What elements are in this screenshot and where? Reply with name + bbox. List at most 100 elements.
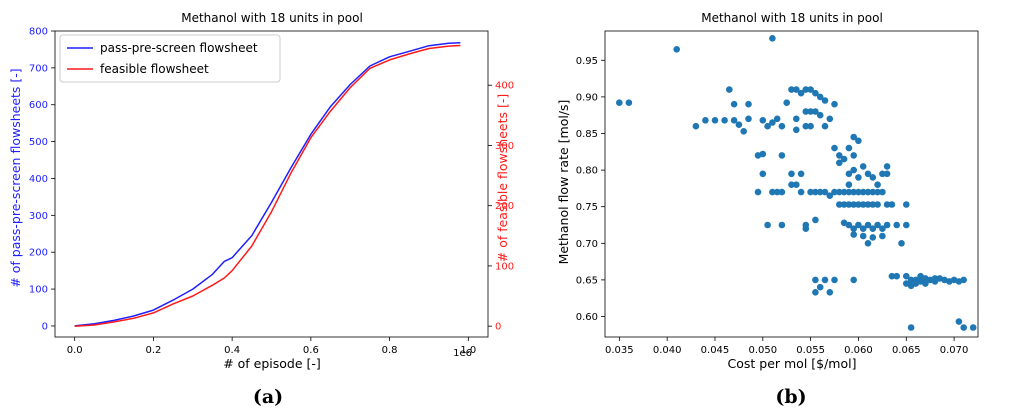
scatter-point (826, 289, 834, 296)
scatter-point (797, 170, 805, 178)
scatter-point (855, 201, 862, 208)
scatter-point (859, 232, 867, 240)
scatter-point (840, 155, 848, 163)
scatter-point (869, 201, 877, 208)
scatter-point (836, 201, 843, 208)
x-tick-label: 0.065 (892, 345, 921, 356)
y-tick-label: 0.60 (576, 312, 598, 323)
scatter-point (845, 221, 853, 229)
y-tick-label: 0.85 (576, 129, 598, 140)
scatter-point (917, 272, 924, 280)
chart-a-frame (54, 30, 489, 338)
scatter-point (864, 240, 872, 247)
scatter-point (850, 152, 857, 159)
scatter-point (850, 133, 857, 141)
scatter-point (836, 159, 843, 167)
scatter-point (764, 221, 771, 229)
scatter-point (793, 115, 800, 123)
x-tick-label: 0.2 (145, 345, 161, 356)
scatter-point (888, 272, 896, 280)
scatter-point (883, 221, 891, 229)
scatter-point (855, 137, 862, 145)
scatter-point (788, 181, 795, 188)
scatter-point (740, 128, 747, 135)
scatter-point (864, 188, 872, 196)
scatter-point (812, 188, 819, 196)
scatter-point (898, 240, 905, 247)
scatter-point (778, 188, 786, 196)
y-tick-label: 600 (29, 100, 48, 111)
scatter-point (793, 181, 800, 188)
scatter-point (893, 272, 900, 280)
scatter-point (864, 221, 872, 229)
scatter-point (773, 188, 781, 196)
scatter-point (807, 86, 814, 93)
chart-b-title: Methanol with 18 units in pool (701, 11, 883, 25)
scatter-point (745, 100, 752, 108)
scatter-point (807, 188, 814, 196)
scatter-point (883, 170, 891, 178)
chart-b-xlabel: Cost per mol [$/mol] (728, 356, 857, 371)
panel-label-a: (a) (253, 386, 283, 408)
y-tick-label: 500 (29, 137, 48, 148)
scatter-point (874, 221, 881, 229)
x-tick-label: 1.0 (460, 345, 476, 356)
scatter-point (778, 122, 786, 130)
scatter-point (726, 86, 733, 93)
legend-label-feasible: feasible flowsheet (100, 62, 209, 76)
scatter-point (855, 174, 862, 181)
chart-a-y2label: # of feasible flowsheets [-] (495, 94, 510, 263)
scatter-point (802, 108, 810, 115)
chart-b-ylabel: Methanol flow rate [mol/s] (556, 100, 571, 265)
x-tick-label: 0.055 (796, 345, 825, 356)
scatter-point (859, 163, 867, 170)
y-tick-label: 400 (29, 174, 48, 185)
scatter-point (879, 225, 886, 232)
chart-b-frame (604, 30, 979, 338)
scatter-point (793, 86, 800, 93)
scatter-point (869, 225, 877, 232)
scatter-point (759, 170, 767, 178)
scatter-point (845, 201, 853, 208)
scatter-point (874, 181, 881, 188)
scatter-point (831, 188, 838, 196)
scatter-point (812, 108, 819, 115)
chart-a-plot-area: 0.0 0.2 0.4 0.6 0.8 1.0 0 100 200 300 400 500 600 700… (29, 27, 514, 357)
scatter-point (883, 201, 891, 208)
scatter-point (754, 188, 762, 196)
scatter-point (850, 276, 857, 284)
scatter-point (769, 119, 776, 126)
scatter-point (831, 144, 838, 152)
scatter-point (883, 163, 891, 170)
scatter-point (855, 221, 862, 229)
y-tick-label: 0.65 (576, 275, 598, 286)
scatter-point (821, 276, 829, 284)
scatter-point (845, 181, 853, 188)
x-tick-label: 0.045 (701, 345, 730, 356)
chart-a: Methanol with 18 units in pool 0.0 0.2 0.4… (8, 11, 514, 371)
y-tick-label: 200 (29, 248, 48, 259)
x-tick-label: 0.060 (844, 345, 873, 356)
legend-label-pass-pre-screen: pass-pre-screen flowsheet (100, 41, 258, 55)
scatter-point (845, 188, 853, 196)
scatter-point (625, 99, 633, 106)
scatter-point (812, 216, 819, 224)
scatter-point (778, 221, 786, 229)
legend-box (59, 34, 281, 83)
scatter-point (840, 188, 848, 196)
scatter-point (845, 144, 853, 152)
scatter-point (773, 115, 781, 123)
scatter-point (869, 174, 877, 181)
scatter-point (879, 232, 886, 240)
x-tick-label: 0.0 (67, 345, 83, 356)
scatter-point (874, 201, 881, 208)
scatter-point (840, 201, 848, 208)
scatter-point (893, 221, 900, 229)
scatter-point (797, 188, 805, 196)
scatter-point (850, 231, 857, 238)
scatter-point (888, 201, 896, 208)
scatter-point (807, 108, 814, 115)
scatter-point (850, 188, 857, 196)
panel-label-b: (b) (775, 386, 806, 408)
